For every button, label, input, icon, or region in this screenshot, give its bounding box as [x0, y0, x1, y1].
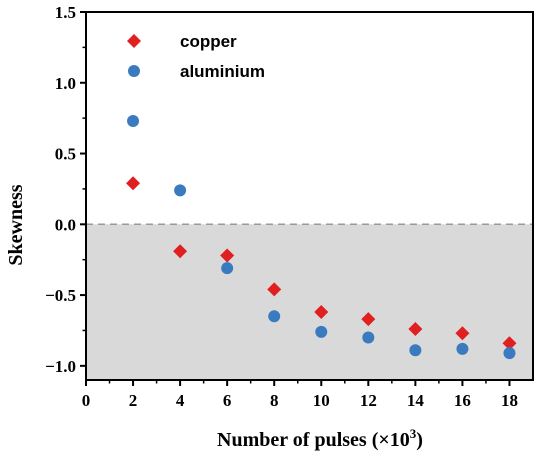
- aluminium-point: [127, 114, 140, 127]
- copper-point: [408, 322, 423, 337]
- x-tick-label: 12: [360, 391, 377, 410]
- aluminium-point: [268, 310, 281, 323]
- copper-point: [455, 326, 470, 341]
- y-tick-label: −1.0: [45, 357, 76, 376]
- copper-point: [361, 312, 376, 327]
- x-tick-label: 14: [407, 391, 425, 410]
- aluminium-point: [503, 347, 516, 360]
- copper-point: [126, 176, 141, 191]
- copper-legend-label: copper: [180, 32, 237, 51]
- copper-point: [502, 336, 517, 351]
- copper-point: [220, 248, 235, 263]
- aluminium-legend-label: aluminium: [180, 62, 265, 81]
- copper-legend-marker: [127, 34, 141, 48]
- y-tick-label: −0.5: [45, 286, 76, 305]
- x-tick-label: 10: [313, 391, 330, 410]
- aluminium-point: [174, 184, 187, 197]
- aluminium-point: [409, 344, 422, 357]
- aluminium-point: [362, 331, 375, 344]
- x-tick-label: 16: [454, 391, 471, 410]
- x-axis-title-main: Number of pulses (×10: [217, 429, 410, 451]
- x-tick-label: 18: [501, 391, 518, 410]
- x-tick-label: 4: [176, 391, 185, 410]
- data-points: [126, 114, 517, 360]
- copper-point: [267, 282, 282, 297]
- y-axis-title: Skewness: [5, 184, 27, 265]
- x-axis-title-close: ): [416, 429, 423, 451]
- y-tick-label: 0.0: [55, 215, 76, 234]
- copper-point: [314, 305, 329, 320]
- y-axis-ticks: 1.5 1.0 0.5 0.0 −0.5 −1.0: [45, 3, 86, 376]
- x-tick-label: 6: [223, 391, 232, 410]
- y-tick-label: 1.5: [55, 3, 76, 22]
- aluminium-legend-marker: [128, 65, 140, 77]
- x-axis-title-superscript: 3: [410, 426, 417, 441]
- x-tick-label: 8: [270, 391, 279, 410]
- legend: copper aluminium: [127, 32, 265, 81]
- x-tick-label: 2: [129, 391, 138, 410]
- x-axis-ticks: 0 2 4 6 8 10 12 14 16 18: [82, 380, 518, 410]
- y-tick-label: 0.5: [55, 145, 76, 164]
- aluminium-point: [456, 342, 469, 355]
- x-tick-label: 0: [82, 391, 91, 410]
- aluminium-point: [315, 325, 328, 338]
- y-tick-label: 1.0: [55, 74, 76, 93]
- plot-frame: [85, 11, 534, 381]
- copper-point: [173, 244, 188, 259]
- aluminium-point: [221, 262, 234, 275]
- negative-skew-shaded-region: [86, 224, 533, 380]
- x-axis-title: Number of pulses (×103): [217, 426, 423, 451]
